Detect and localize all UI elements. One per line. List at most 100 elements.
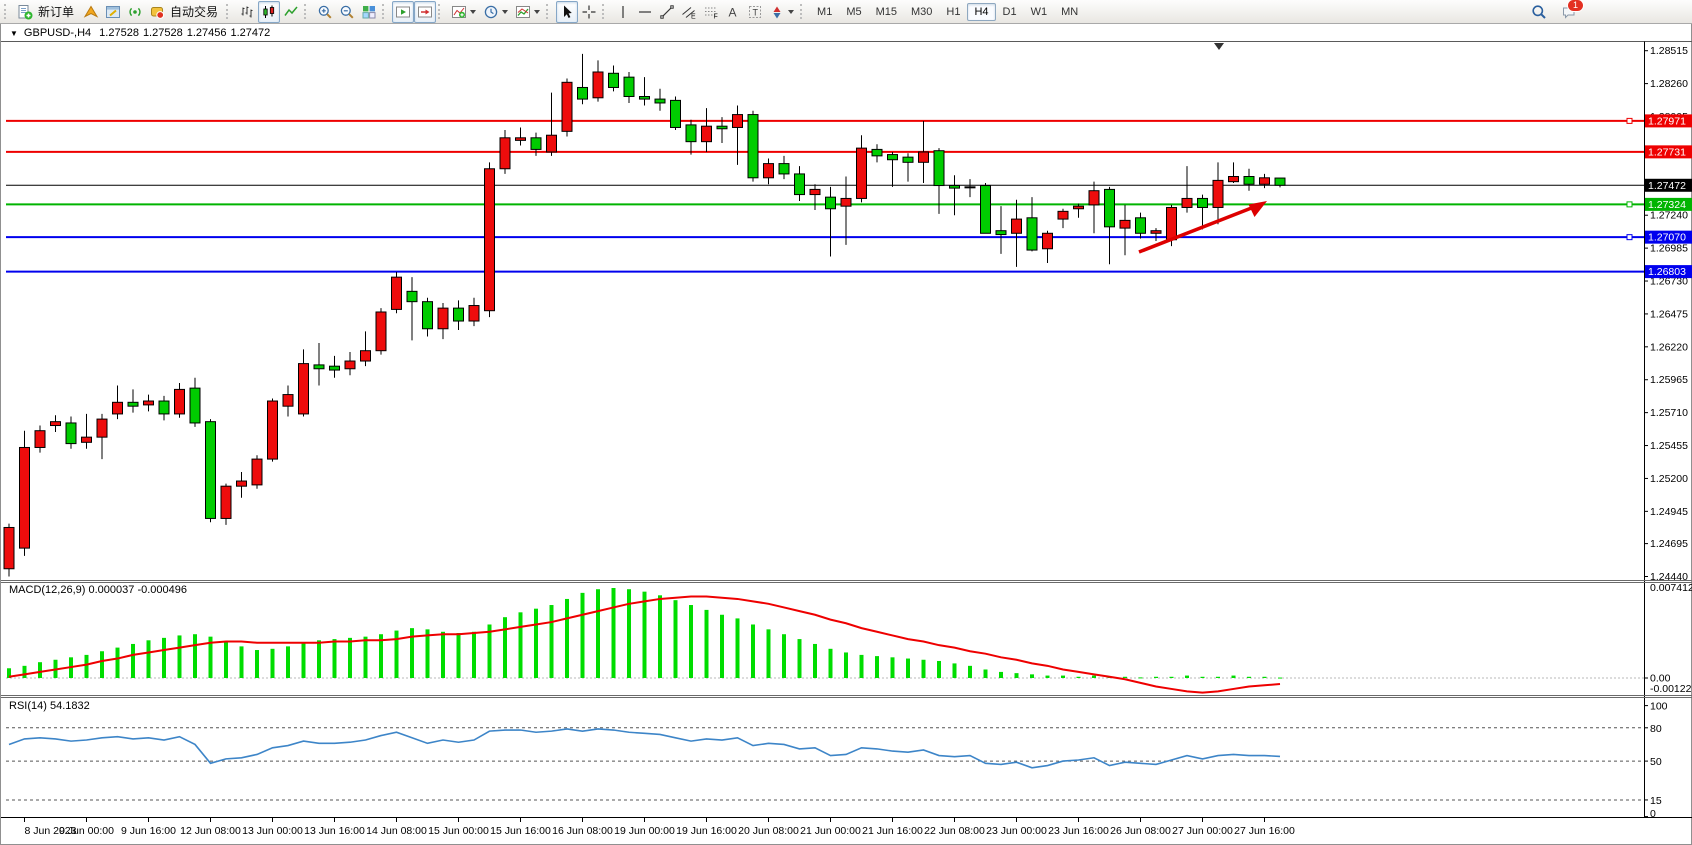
chart-window[interactable]: 1.285151.282601.280051.277501.274951.272… <box>0 24 1692 845</box>
candle <box>1243 168 1255 191</box>
hline-1.27070[interactable] <box>6 234 1644 241</box>
candle <box>406 277 418 341</box>
candle <box>623 71 635 103</box>
timeframe-m5-button[interactable]: M5 <box>846 5 862 18</box>
svg-text:22 Jun 08:00: 22 Jun 08:00 <box>924 825 985 837</box>
candle <box>1228 162 1239 183</box>
new-order-button[interactable]: 新订单 <box>14 1 80 23</box>
candle <box>918 121 929 183</box>
vline-button[interactable] <box>612 1 634 23</box>
notification-badge: 1 <box>1567 0 1584 12</box>
candle <box>1259 173 1270 189</box>
candle <box>685 119 697 155</box>
candle <box>871 144 883 163</box>
candle <box>329 355 340 378</box>
crosshair-button[interactable] <box>578 1 600 23</box>
chart-candles-button[interactable] <box>258 0 281 23</box>
channel-icon: E <box>681 4 697 20</box>
timeframe-h4-button[interactable]: H4 <box>967 2 996 21</box>
svg-text:1.26220: 1.26220 <box>1650 341 1688 353</box>
chart-symbol-period: GBPUSD-,H4 <box>23 27 92 39</box>
hline-icon <box>637 4 653 20</box>
price-tag-1.27971: 1.27971 <box>1645 114 1692 128</box>
price-axis[interactable]: 1.285151.282601.280051.277501.274951.272… <box>1644 45 1688 583</box>
candle <box>887 151 898 187</box>
tile-windows-button[interactable] <box>358 1 380 23</box>
text-button[interactable]: A <box>722 1 744 23</box>
hline-button[interactable] <box>634 1 656 23</box>
arrows-button[interactable] <box>766 1 798 23</box>
zoom-in-button[interactable] <box>314 1 336 23</box>
timeframe-m30-button[interactable]: M30 <box>911 5 933 18</box>
svg-text:15 Jun 00:00: 15 Jun 00:00 <box>428 825 489 837</box>
candle <box>236 471 247 498</box>
templates-button[interactable] <box>512 1 544 23</box>
search-button[interactable] <box>1528 1 1550 23</box>
hline-1.27971[interactable] <box>6 117 1644 124</box>
svg-text:0: 0 <box>1650 808 1656 820</box>
candle <box>298 349 309 417</box>
svg-text:1.27324: 1.27324 <box>1648 199 1686 211</box>
candle <box>530 132 542 156</box>
svg-text:1.25710: 1.25710 <box>1650 407 1688 419</box>
candle <box>639 77 650 106</box>
svg-text:F: F <box>714 13 718 20</box>
timeframe-m1-button[interactable]: M1 <box>817 5 833 18</box>
chart-line-button[interactable] <box>280 1 302 23</box>
search-icon <box>1531 4 1547 20</box>
ohlc-open: 1.27528 <box>99 27 139 39</box>
mql5-button[interactable] <box>80 1 102 23</box>
candle <box>577 53 588 105</box>
chart-menu-icon[interactable]: ▼ <box>10 28 18 38</box>
svg-text:-0.001226: -0.001226 <box>1650 683 1692 695</box>
timeframe-mn-button[interactable]: MN <box>1061 5 1079 18</box>
svg-text:15: 15 <box>1650 795 1662 807</box>
chart-canvas[interactable]: 1.285151.282601.280051.277501.274951.272… <box>1 24 1692 845</box>
mql5-icon <box>83 4 99 20</box>
svg-text:27 Jun 00:00: 27 Jun 00:00 <box>1172 825 1233 837</box>
cursor-button[interactable] <box>556 0 579 23</box>
svg-text:13 Jun 00:00: 13 Jun 00:00 <box>242 825 303 837</box>
svg-text:A: A <box>729 5 737 19</box>
svg-text:0.007412: 0.007412 <box>1650 582 1692 594</box>
signals-button[interactable] <box>124 1 146 23</box>
candle <box>747 110 759 182</box>
chart-bars-button[interactable] <box>236 1 258 23</box>
rsi-pane: 100 80 50 150 <box>6 701 1668 820</box>
candle <box>670 96 681 131</box>
macd-signal-line <box>8 595 1281 694</box>
chart-shift-marker[interactable] <box>1214 43 1224 50</box>
autotrading-button[interactable]: 自动交易 <box>146 1 224 23</box>
periods-button[interactable] <box>480 1 512 23</box>
ohlc-high: 1.27528 <box>142 27 183 39</box>
candle <box>189 377 201 427</box>
indicators-button[interactable] <box>448 1 480 23</box>
auto-scroll-button[interactable] <box>392 0 415 23</box>
candle <box>282 385 294 417</box>
rsi-line <box>8 728 1281 769</box>
svg-text:1.28260: 1.28260 <box>1650 78 1688 90</box>
candle <box>19 430 30 556</box>
timeframe-w1-button[interactable]: W1 <box>1030 5 1048 18</box>
arrows-icon <box>769 4 785 20</box>
notifications-button[interactable]: 1 <box>1558 0 1584 23</box>
timeframe-d1-button[interactable]: D1 <box>1002 5 1017 18</box>
timeframe-h1-button[interactable]: H1 <box>946 5 961 18</box>
channel-button[interactable]: E <box>678 1 700 23</box>
label-button[interactable]: T <box>744 1 766 23</box>
chart-shift-button[interactable] <box>414 0 437 23</box>
zoom-out-button[interactable] <box>336 1 358 23</box>
metaeditor-button[interactable] <box>102 1 124 23</box>
timeframe-m15-button[interactable]: M15 <box>875 5 897 18</box>
toolbar-separator <box>800 4 806 19</box>
new-order-button-label: 新订单 <box>38 5 75 19</box>
fibonacci-button[interactable]: F <box>700 1 722 23</box>
trendline-button[interactable] <box>656 1 678 23</box>
candle <box>267 398 278 462</box>
svg-text:0.00: 0.00 <box>1650 673 1671 685</box>
trend-arrow[interactable] <box>1138 201 1267 254</box>
text-icon: A <box>725 4 741 20</box>
toolbar-right: 1 <box>1528 0 1584 23</box>
svg-text:T: T <box>753 7 759 17</box>
